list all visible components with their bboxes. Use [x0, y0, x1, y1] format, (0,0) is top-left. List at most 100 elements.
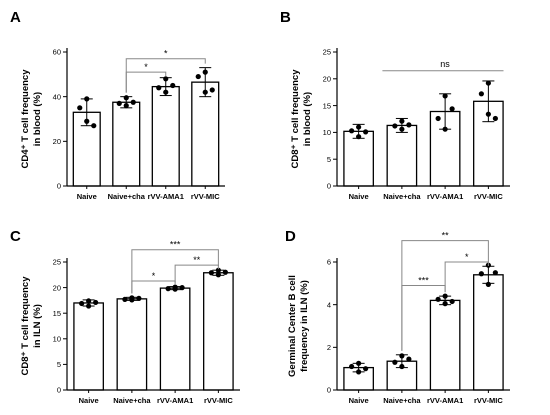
panel-b: B 0 5 10 15 20 25 Naive Naive+cha rVV-AMA1 rVV-MIC…	[280, 9, 510, 201]
x-tick-label: Naive	[349, 192, 369, 201]
y-tick-label: 5	[57, 360, 61, 369]
data-point	[442, 126, 448, 132]
y-tick-label: 15	[323, 101, 331, 110]
y-tick-label: 10	[53, 335, 61, 344]
data-point	[222, 269, 228, 275]
y-tick-label: 4	[327, 300, 331, 309]
data-point	[123, 103, 129, 109]
data-point	[215, 267, 221, 273]
panel-c: C 0 5 10 15 20 25 Naive Naive+cha rVV-AMA1 rVV-MIC…	[10, 228, 240, 405]
y-axis-label: frequency in ILN (%)	[299, 280, 310, 372]
bar	[159, 287, 191, 391]
data-point	[442, 93, 448, 99]
data-point	[363, 366, 369, 372]
bar	[116, 298, 148, 391]
y-axis-label: CD8⁺ T cell frequency	[290, 69, 301, 169]
x-tick-label: rVV-MIC	[474, 396, 503, 405]
data-point	[170, 82, 176, 89]
data-point	[123, 95, 129, 101]
data-point	[86, 298, 92, 304]
y-tick-label: 20	[53, 137, 61, 146]
y-axis-label: Germinal Center B cell	[287, 275, 298, 377]
significance-label: *	[465, 252, 469, 262]
data-point	[392, 123, 398, 129]
significance-bracket	[401, 240, 489, 351]
y-tick-label: 0	[57, 182, 61, 191]
data-point	[449, 298, 455, 305]
data-point	[84, 118, 90, 124]
data-point	[163, 89, 169, 95]
y-tick-label: 40	[53, 92, 61, 101]
y-tick-label: 6	[327, 258, 331, 267]
bar	[73, 302, 104, 391]
bar	[473, 274, 504, 391]
data-point	[406, 356, 412, 362]
y-tick-label: 0	[57, 386, 61, 395]
data-point	[129, 297, 135, 303]
data-point	[485, 111, 491, 117]
data-point	[79, 300, 85, 307]
data-point	[136, 295, 142, 301]
significance-label: *	[152, 271, 156, 281]
data-point	[492, 270, 498, 276]
x-tick-label: rVV-AMA1	[148, 192, 184, 201]
data-point	[208, 270, 214, 276]
data-point	[442, 301, 448, 307]
panel-label: D	[285, 228, 296, 245]
data-point	[86, 303, 92, 309]
x-tick-label: rVV-MIC	[191, 192, 220, 201]
panel-label: B	[280, 9, 291, 26]
data-point	[399, 353, 405, 359]
data-point	[478, 91, 484, 97]
data-point	[442, 293, 448, 299]
y-tick-label: 60	[53, 48, 61, 57]
data-point	[356, 369, 362, 375]
significance-bracket	[131, 249, 219, 294]
x-tick-label: Naive+cha	[383, 192, 421, 201]
data-point	[195, 73, 201, 80]
significance-label: ***	[418, 275, 429, 285]
significance-bracket	[444, 261, 489, 293]
data-point	[363, 129, 369, 135]
data-point	[93, 299, 99, 306]
y-axis-label: CD8⁺ T cell frequency	[20, 276, 31, 376]
significance-bracket	[125, 58, 206, 93]
data-point	[91, 123, 97, 129]
bar	[191, 81, 220, 187]
data-point	[356, 124, 362, 130]
y-tick-label: 0	[327, 386, 331, 395]
data-point	[399, 118, 405, 124]
data-point	[163, 76, 169, 82]
bar	[386, 124, 418, 187]
y-tick-label: 25	[323, 48, 331, 57]
significance-label: *	[144, 62, 148, 72]
x-tick-label: Naive	[79, 396, 99, 405]
data-point	[172, 286, 178, 292]
data-point	[492, 115, 498, 122]
y-axis-label: in blood (%)	[32, 92, 43, 146]
ns-label: ns	[440, 59, 450, 69]
data-point	[449, 106, 455, 112]
y-tick-label: 0	[327, 182, 331, 191]
data-point	[77, 105, 83, 111]
y-tick-label: 5	[327, 155, 331, 164]
panel-a: A 0 20 40 60 Naive Naive+cha rVV-AMA1 rVV-MIC CD4…	[10, 9, 225, 201]
bar	[429, 299, 461, 391]
x-tick-label: rVV-AMA1	[427, 192, 463, 201]
data-point	[399, 126, 405, 132]
x-tick-label: rVV-AMA1	[427, 396, 463, 405]
x-tick-label: rVV-MIC	[204, 396, 233, 405]
data-point	[435, 296, 441, 302]
significance-label: **	[442, 231, 450, 241]
data-point	[122, 296, 128, 302]
data-point	[349, 363, 355, 370]
data-point	[485, 281, 491, 287]
y-tick-label: 25	[53, 258, 61, 267]
y-tick-label: 20	[53, 283, 61, 292]
y-tick-label: 15	[53, 309, 61, 318]
data-point	[202, 69, 208, 75]
x-tick-label: Naive	[77, 192, 97, 201]
data-point	[399, 363, 405, 370]
data-point	[84, 96, 90, 102]
bar	[112, 101, 141, 187]
